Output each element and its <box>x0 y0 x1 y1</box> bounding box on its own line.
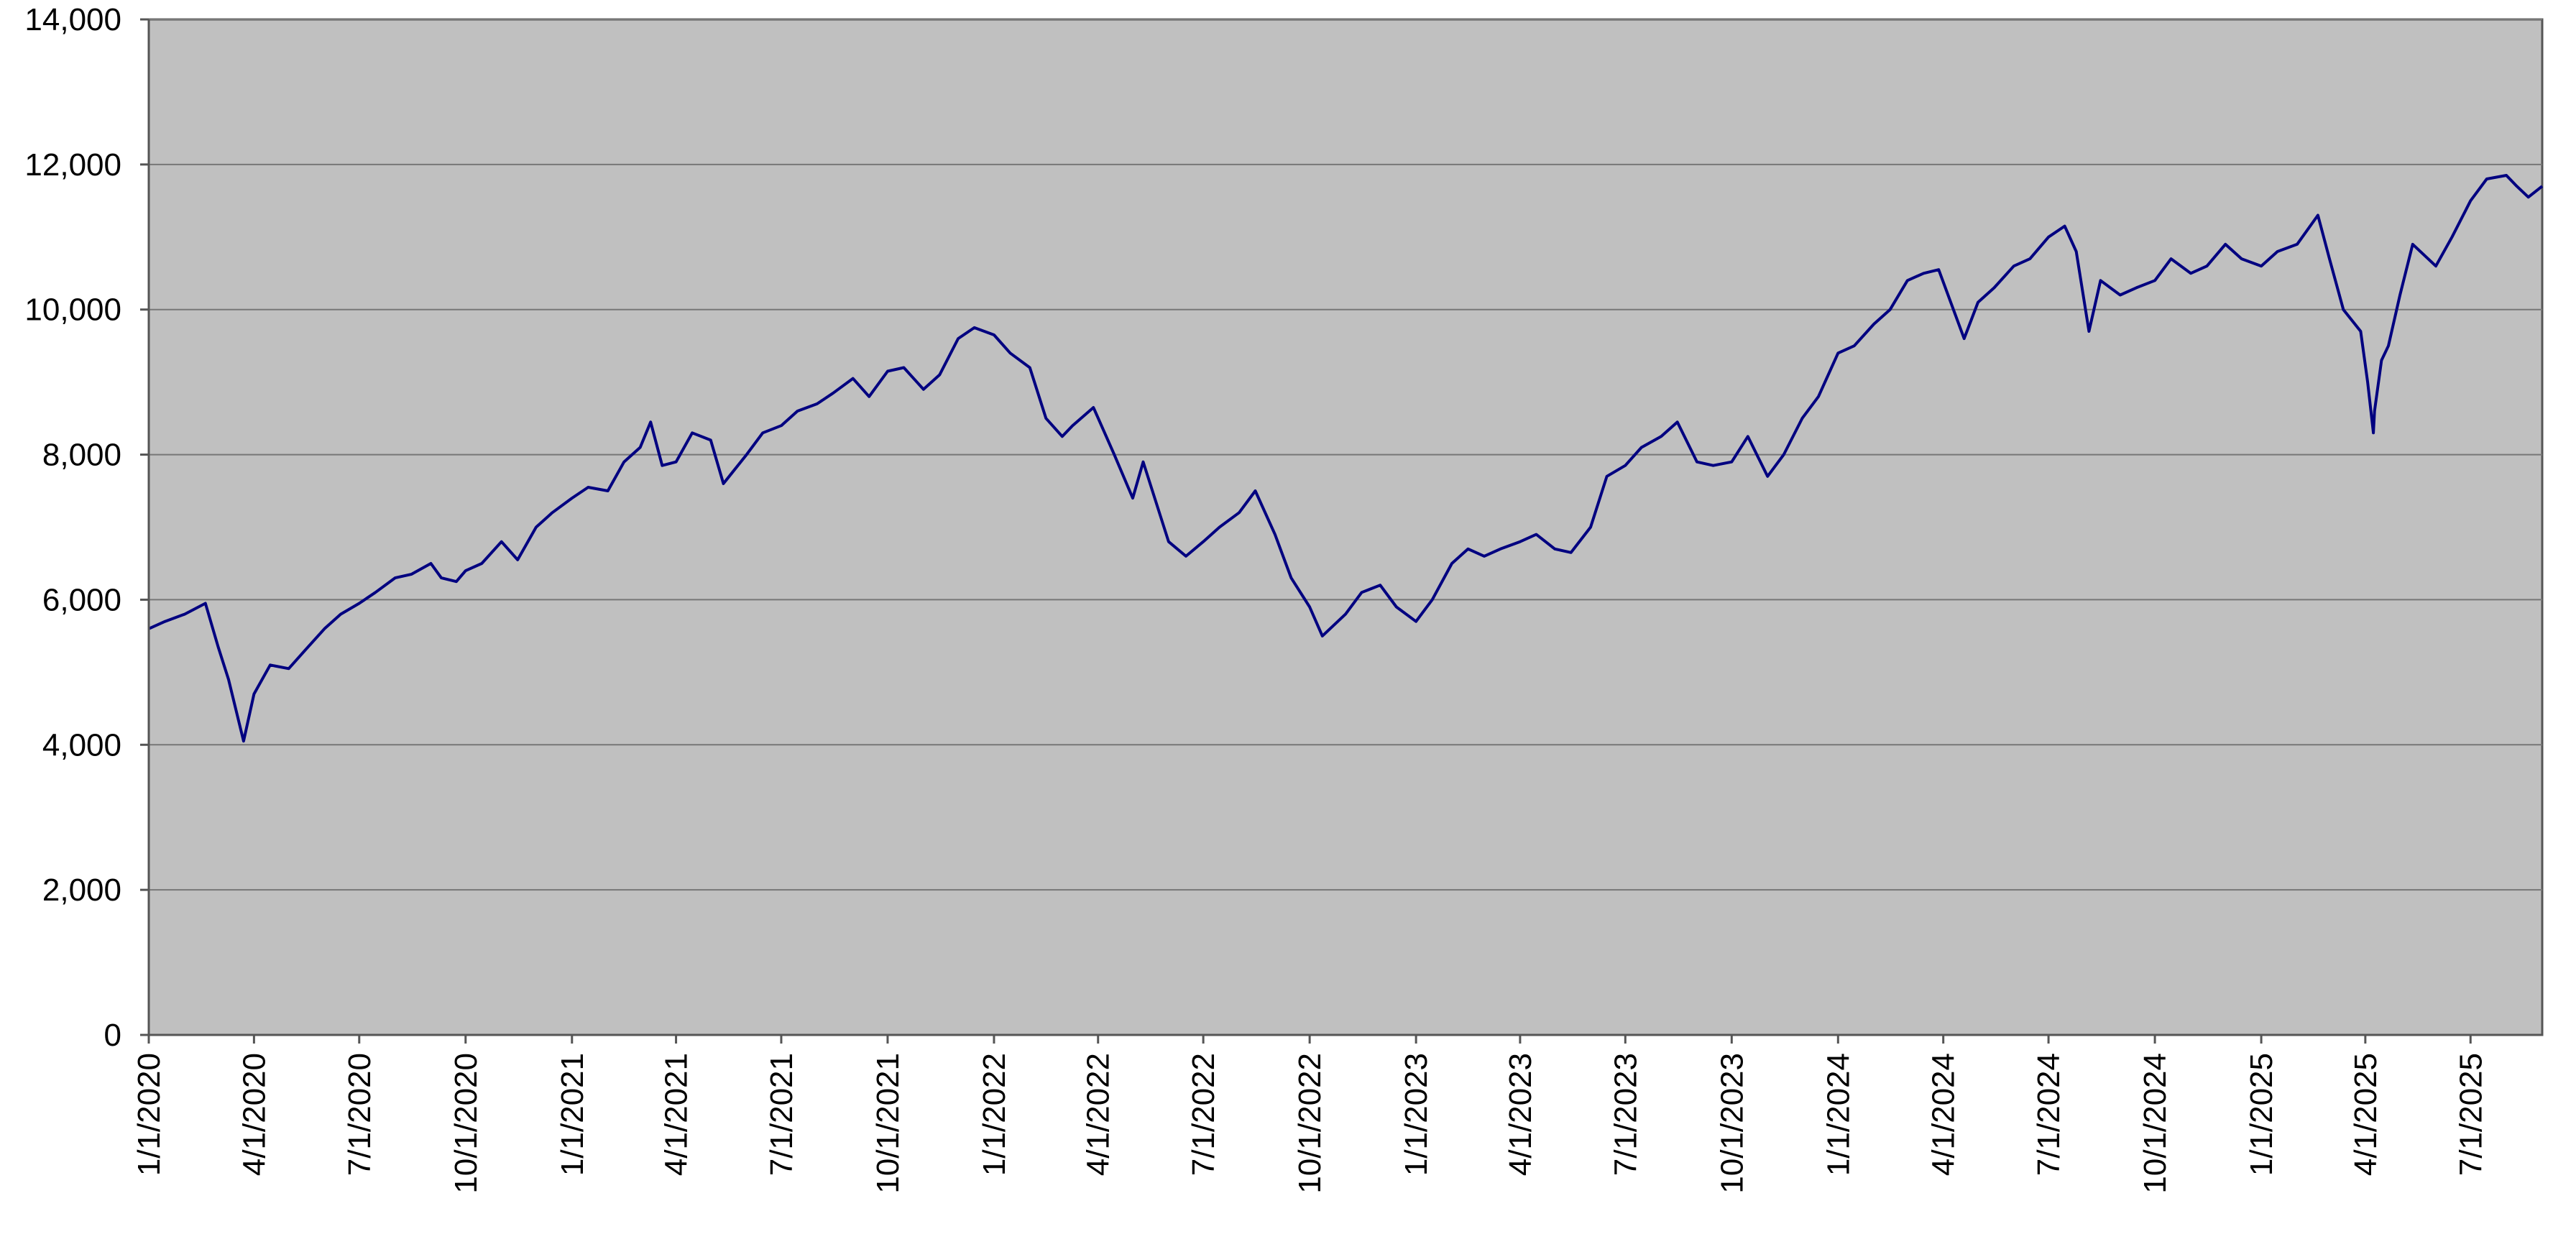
x-tick-label: 10/1/2023 <box>1714 1053 1749 1194</box>
x-tick-label: 7/1/2020 <box>342 1053 377 1176</box>
x-tick-label: 1/1/2025 <box>2244 1053 2279 1176</box>
x-tick-label: 7/1/2025 <box>2453 1053 2488 1176</box>
x-tick-label: 1/1/2021 <box>555 1053 590 1176</box>
x-tick-label: 7/1/2023 <box>1608 1053 1643 1176</box>
y-tick-label: 8,000 <box>42 438 121 473</box>
x-tick-label: 4/1/2022 <box>1081 1053 1116 1176</box>
y-tick-label: 0 <box>104 1018 121 1053</box>
x-tick-label: 7/1/2022 <box>1186 1053 1221 1176</box>
x-tick-label: 10/1/2024 <box>2138 1053 2173 1194</box>
y-tick-label: 6,000 <box>42 582 121 617</box>
x-tick-label: 1/1/2023 <box>1399 1053 1434 1176</box>
x-tick-label: 10/1/2020 <box>448 1053 484 1194</box>
x-tick-label: 7/1/2021 <box>764 1053 799 1176</box>
x-tick-label: 1/1/2020 <box>132 1053 167 1176</box>
y-tick-label: 2,000 <box>42 872 121 908</box>
series-line <box>148 174 2544 743</box>
x-tick-label: 10/1/2021 <box>870 1053 906 1194</box>
x-tick-label: 1/1/2022 <box>977 1053 1012 1176</box>
x-tick-label: 4/1/2023 <box>1503 1053 1538 1176</box>
y-axis-ticks: 0 2,000 4,000 6,000 8,000 10,000 12,000 14,000 <box>24 2 149 1053</box>
x-tick-label: 4/1/2021 <box>659 1053 694 1176</box>
y-tick-label: 4,000 <box>42 727 121 763</box>
x-tick-label: 4/1/2024 <box>1926 1053 1961 1176</box>
y-tick-label: 14,000 <box>24 2 121 37</box>
x-tick-label: 10/1/2022 <box>1292 1053 1328 1194</box>
x-axis-ticks: 1/1/2020 4/1/2020 7/1/2020 10/1/2020 1/1/202… <box>132 1035 2488 1194</box>
x-tick-label: 1/1/2024 <box>1821 1053 1856 1176</box>
grid-lines <box>149 19 2542 891</box>
y-tick-label: 12,000 <box>24 147 121 183</box>
plot-area <box>147 18 2544 1036</box>
x-tick-label: 4/1/2020 <box>236 1053 272 1176</box>
x-tick-label: 7/1/2024 <box>2031 1053 2066 1176</box>
x-tick-label: 4/1/2025 <box>2348 1053 2383 1176</box>
y-tick-label: 10,000 <box>24 293 121 328</box>
